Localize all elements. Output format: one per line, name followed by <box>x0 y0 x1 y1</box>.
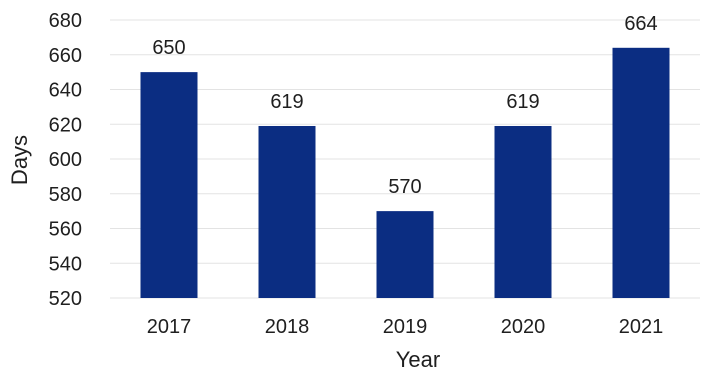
x-tick-label: 2018 <box>265 316 310 338</box>
y-tick-label: 680 <box>49 10 82 32</box>
bar-2019 <box>376 211 434 298</box>
data-label-2017: 650 <box>152 37 185 59</box>
x-tick-label: 2019 <box>383 316 428 338</box>
gridlines <box>110 19 700 299</box>
bar-2018 <box>258 125 316 298</box>
data-label-2020: 619 <box>506 91 539 113</box>
data-label-2021: 664 <box>624 13 657 35</box>
y-tick-label: 620 <box>49 114 82 136</box>
y-axis-title: Days <box>7 135 32 185</box>
x-tick-label: 2017 <box>147 316 192 338</box>
data-label-2019: 570 <box>388 176 421 198</box>
y-axis-ticks: 520 540 560 580 600 620 640 660 680 <box>49 10 82 310</box>
y-tick-label: 560 <box>49 219 82 241</box>
x-tick-label: 2020 <box>501 316 546 338</box>
bars <box>140 47 670 298</box>
y-tick-label: 580 <box>49 184 82 206</box>
bar-2021 <box>612 47 670 298</box>
data-labels: 650 619 570 619 664 <box>152 13 657 198</box>
bar-2017 <box>140 72 198 298</box>
x-tick-label: 2021 <box>619 316 664 338</box>
y-tick-label: 520 <box>49 288 82 310</box>
x-axis-title: Year <box>396 347 440 372</box>
data-label-2018: 619 <box>270 91 303 113</box>
x-axis-ticks: 2017 2018 2019 2020 2021 <box>147 316 664 338</box>
y-tick-label: 600 <box>49 149 82 171</box>
y-tick-label: 660 <box>49 45 82 67</box>
y-tick-label: 540 <box>49 253 82 275</box>
bar-2020 <box>494 125 552 298</box>
y-tick-label: 640 <box>49 80 82 102</box>
